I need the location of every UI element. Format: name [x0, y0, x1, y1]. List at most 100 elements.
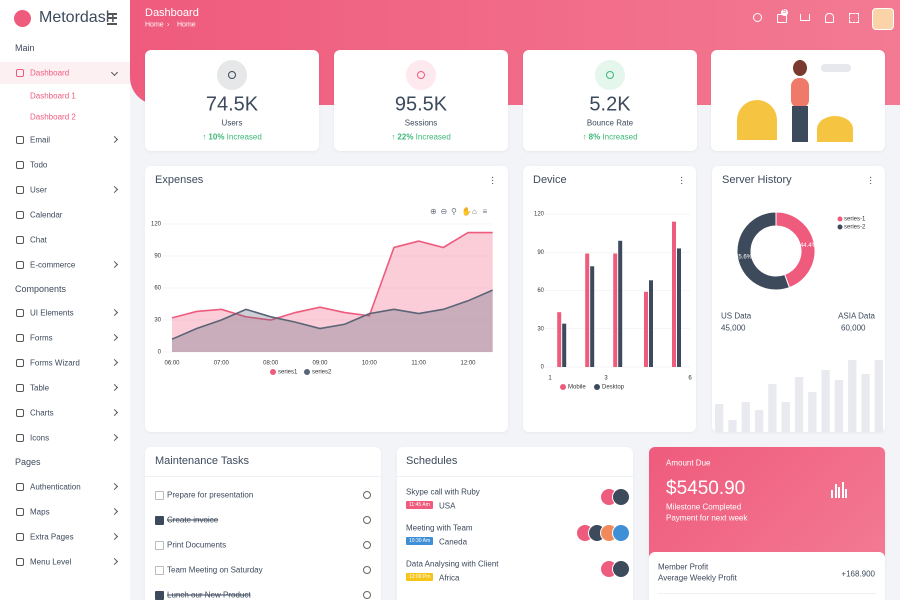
chart-toolbar-icon[interactable]: ⊕	[430, 207, 437, 216]
member-card	[649, 552, 885, 600]
menu-item[interactable]: User	[30, 185, 47, 194]
menu-icon	[16, 334, 24, 342]
menu-icon	[16, 507, 24, 516]
task-settings[interactable]	[363, 591, 371, 599]
amount-line: Milestone Completed	[666, 502, 742, 512]
member-title: Member Profit	[658, 562, 709, 572]
avatar[interactable]	[872, 8, 894, 30]
stat-value: 74.5K	[205, 93, 259, 116]
submenu-item[interactable]: Dashboard 2	[30, 112, 76, 121]
menu-item[interactable]: Maps	[30, 507, 50, 516]
task-settings[interactable]	[363, 516, 371, 524]
amount-icon-bar	[845, 489, 847, 498]
illustration-cloud	[821, 64, 851, 72]
schedule-time: 12:00 Pm	[406, 573, 434, 581]
illustration-card	[711, 50, 885, 151]
task-settings[interactable]	[363, 491, 371, 499]
stat-label: Bounce Rate	[586, 118, 634, 128]
card-menu[interactable]: · · ·	[680, 172, 684, 189]
submenu-item[interactable]: Dashboard 1	[30, 91, 76, 100]
bell-icon[interactable]	[825, 13, 834, 23]
stat-change: 10%	[208, 132, 225, 142]
logo-icon	[14, 10, 31, 27]
menu-item[interactable]: UI Elements	[30, 308, 74, 318]
amount-icon-bar	[838, 487, 840, 498]
chart-toolbar-icon[interactable]: ≡	[482, 207, 488, 216]
server-label: US Data	[721, 311, 752, 321]
stat-icon-glyph	[228, 71, 236, 79]
menu-item[interactable]: Dashboard	[30, 68, 70, 77]
sidebar-section: Main	[15, 43, 35, 53]
stat-label: Sessions	[404, 118, 438, 128]
menu-icon	[16, 185, 24, 194]
stat-value: 5.2K	[589, 93, 631, 116]
menu-item[interactable]: Menu Level	[30, 557, 72, 566]
task-checkbox[interactable]	[155, 516, 164, 525]
chart-toolbar-icon[interactable]: ✋	[461, 207, 472, 216]
amount-line: Payment for next week	[666, 513, 748, 523]
task-checkbox[interactable]	[155, 566, 164, 575]
schedule-time: 10:30 Am	[406, 537, 434, 545]
breadcrumb-sep: ›	[167, 21, 170, 29]
task-settings[interactable]	[363, 566, 371, 574]
menu-icon	[16, 160, 24, 169]
menu-icon	[16, 532, 24, 541]
menu-item[interactable]: Email	[30, 135, 51, 144]
mail-badge: 5	[781, 9, 788, 16]
schedule-place: Africa	[439, 573, 460, 583]
breadcrumb-link[interactable]: Home	[145, 21, 164, 29]
divider	[658, 593, 876, 594]
tasks-card	[145, 447, 381, 600]
stat-change-text: Increased	[415, 132, 451, 142]
member-value: +168.900	[841, 569, 875, 579]
task-settings[interactable]	[363, 541, 371, 549]
menu-item[interactable]: Forms Wizard	[30, 358, 80, 368]
menu-item[interactable]: Table	[30, 383, 50, 393]
divider	[145, 476, 381, 477]
menu-item[interactable]: Forms	[30, 333, 53, 343]
chart-toolbar-icon[interactable]: ⊖	[440, 207, 448, 216]
card-menu[interactable]: · · ·	[491, 172, 495, 189]
server-card	[712, 166, 885, 432]
card-menu[interactable]: · · ·	[869, 172, 873, 189]
menu-item[interactable]: Authentication	[30, 482, 81, 491]
stat-change-row: ↑ 22% Increased	[334, 133, 508, 142]
stat-icon-glyph	[417, 71, 425, 79]
fullscreen-icon[interactable]	[849, 13, 859, 23]
server-label: ASIA Data	[838, 311, 875, 321]
amount-value: $5450.90	[666, 478, 746, 499]
cart-icon[interactable]	[800, 14, 810, 21]
menu-item[interactable]: Charts	[30, 408, 54, 418]
device-card	[523, 166, 696, 432]
stat-change-row: ↑ 8% Increased	[523, 133, 697, 142]
menu-icon	[16, 557, 24, 566]
chart-toolbar-icon[interactable]: ⌂	[472, 207, 477, 216]
task-text: Prepare for presentation	[167, 490, 254, 500]
stat-icon-glyph	[606, 71, 614, 79]
menu-item[interactable]: E-commerce	[30, 260, 76, 269]
chart-toolbar-icon[interactable]: ⚲	[451, 207, 457, 216]
menu-icon	[16, 409, 24, 417]
card-title: Device	[533, 174, 567, 186]
task-checkbox[interactable]	[155, 591, 164, 600]
menu-item[interactable]: Chat	[30, 235, 47, 244]
stat-card	[523, 50, 697, 151]
schedule-title: Data Analysing with Client	[406, 559, 499, 569]
menu-item[interactable]: Calendar	[30, 210, 63, 219]
search-icon[interactable]	[753, 13, 762, 22]
schedule-avatar	[612, 488, 630, 506]
card-title: Schedules	[406, 455, 458, 467]
schedule-time: 11:45 Am	[406, 501, 433, 509]
menu-item[interactable]: Icons	[30, 433, 50, 443]
member-subtitle: Average Weekly Profit	[658, 573, 737, 583]
menu-item[interactable]: Extra Pages	[30, 532, 74, 541]
menu-item[interactable]: Todo	[30, 160, 48, 169]
illustration-person	[791, 78, 809, 108]
amount-icon-bar	[841, 482, 844, 498]
menu-toggle[interactable]	[107, 13, 117, 25]
task-checkbox[interactable]	[155, 491, 164, 500]
task-text: Print Documents	[167, 540, 227, 550]
task-checkbox[interactable]	[155, 541, 164, 550]
stat-value: 95.5K	[394, 93, 448, 116]
